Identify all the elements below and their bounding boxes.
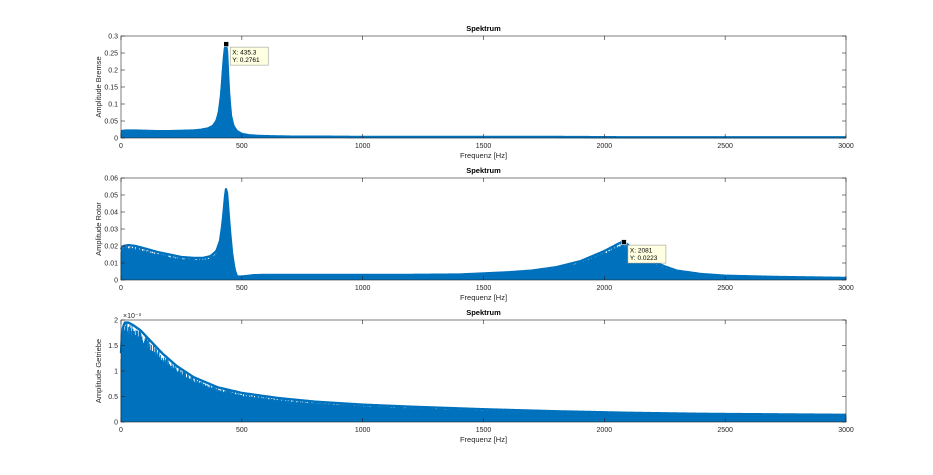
y-exponent-label: ×10⁻³ — [123, 313, 142, 320]
x-tick-label: 0 — [119, 143, 123, 150]
x-tick-label: 2000 — [597, 285, 613, 292]
datatip-x-text: X: 2081 — [630, 248, 653, 255]
x-tick-label: 1000 — [355, 427, 371, 434]
y-tick-label: 1.5 — [108, 343, 118, 350]
y-tick-label: 0.3 — [108, 34, 118, 41]
datatip-marker — [621, 239, 627, 245]
subplot-title: Spektrum — [466, 308, 501, 317]
subplot-title: Spektrum — [466, 24, 501, 33]
x-tick-label: 1500 — [476, 143, 492, 150]
x-tick-label: 3000 — [838, 143, 854, 150]
x-tick-label: 2500 — [717, 285, 733, 292]
spectrum-series — [119, 321, 847, 422]
datatip: X: 435.3Y: 0.2761 — [223, 41, 269, 66]
y-tick-label: 0.01 — [104, 261, 118, 268]
x-tick-label: 1000 — [355, 143, 371, 150]
x-tick-label: 0 — [119, 285, 123, 292]
x-tick-label: 1500 — [476, 285, 492, 292]
y-tick-label: 0.5 — [108, 394, 118, 401]
x-axis-label: Frequenz [Hz] — [460, 435, 507, 444]
y-tick-label: 0.03 — [104, 227, 118, 234]
x-tick-label: 3000 — [838, 285, 854, 292]
y-tick-label: 0 — [114, 278, 118, 285]
x-tick-label: 1500 — [476, 427, 492, 434]
subplot-title: Spektrum — [466, 166, 501, 175]
y-tick-label: 0.05 — [104, 193, 118, 200]
spectrum-envelope — [119, 321, 847, 417]
y-axis-label: Amplitude Rotor — [94, 202, 103, 256]
x-tick-label: 500 — [236, 285, 248, 292]
y-tick-label: 0.05 — [104, 119, 118, 126]
x-tick-label: 1000 — [355, 285, 371, 292]
datatip-y-text: Y: 0.2761 — [232, 57, 260, 64]
y-tick-label: 0.02 — [104, 244, 118, 251]
subplot-3: 0 500 1000 1500 2000 2500 3000 0 0.5 1 1.5 2 ×10⁻³ Sp… — [94, 308, 854, 444]
y-tick-label: 0.1 — [108, 102, 118, 109]
y-tick-label: 0 — [114, 136, 118, 143]
datatip-box — [229, 46, 269, 66]
y-tick-label: 0 — [114, 420, 118, 427]
x-tick-label: 3000 — [838, 427, 854, 434]
x-tick-label: 2500 — [717, 427, 733, 434]
x-tick-label: 0 — [119, 427, 123, 434]
datatip-x-text: X: 435.3 — [232, 50, 257, 57]
x-tick-label: 2000 — [597, 143, 613, 150]
subplot-1: 0 500 1000 1500 2000 2500 3000 0 0.05 0.1 0.15 0.2 0… — [94, 24, 854, 160]
x-tick-label: 500 — [236, 427, 248, 434]
y-tick-label: 0.25 — [104, 51, 118, 58]
y-tick-label: 0.04 — [104, 210, 118, 217]
y-tick-label: 0.06 — [104, 176, 118, 183]
x-tick-label: 2000 — [597, 427, 613, 434]
x-axis-label: Frequenz [Hz] — [460, 293, 507, 302]
y-tick-label: 1 — [114, 369, 118, 376]
y-tick-label: 0.15 — [104, 85, 118, 92]
datatip-y-text: Y: 0.0223 — [630, 255, 658, 262]
x-axis-label: Frequenz [Hz] — [460, 151, 507, 160]
y-tick-label: 0.2 — [108, 68, 118, 75]
datatip-marker — [223, 41, 229, 47]
y-axis-label: Amplitude Getriebe — [94, 339, 103, 403]
datatip-box — [627, 244, 667, 264]
subplot-2: 0 500 1000 1500 2000 2500 3000 0 0.01 0.02 0.03 0.0… — [94, 166, 854, 302]
x-tick-label: 500 — [236, 143, 248, 150]
x-tick-label: 2500 — [717, 143, 733, 150]
axes-background — [121, 178, 846, 280]
y-axis-label: Amplitude Bremse — [94, 56, 103, 117]
y-tick-label: 2 — [114, 318, 118, 325]
